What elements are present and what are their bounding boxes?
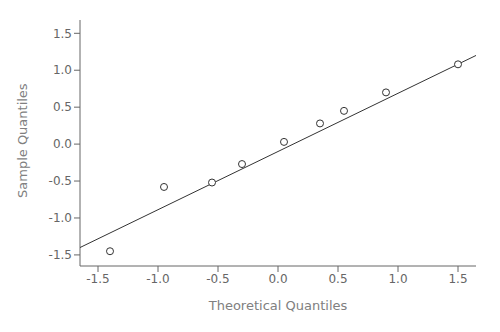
svg-text:1.5: 1.5 xyxy=(448,272,467,286)
svg-text:1.0: 1.0 xyxy=(388,272,407,286)
svg-text:Theoretical Quantiles: Theoretical Quantiles xyxy=(208,298,348,313)
svg-text:-1.5: -1.5 xyxy=(49,248,72,262)
svg-text:0.5: 0.5 xyxy=(328,272,347,286)
svg-text:1.0: 1.0 xyxy=(53,63,72,77)
svg-text:-0.5: -0.5 xyxy=(206,272,229,286)
svg-text:1.5: 1.5 xyxy=(53,27,72,41)
svg-text:-1.0: -1.0 xyxy=(146,272,169,286)
svg-text:-0.5: -0.5 xyxy=(49,174,72,188)
svg-text:-1.0: -1.0 xyxy=(49,211,72,225)
svg-text:0.0: 0.0 xyxy=(53,137,72,151)
svg-text:-1.5: -1.5 xyxy=(86,272,109,286)
svg-text:Sample Quantiles: Sample Quantiles xyxy=(15,83,30,198)
svg-text:0.0: 0.0 xyxy=(268,272,287,286)
svg-text:0.5: 0.5 xyxy=(53,100,72,114)
